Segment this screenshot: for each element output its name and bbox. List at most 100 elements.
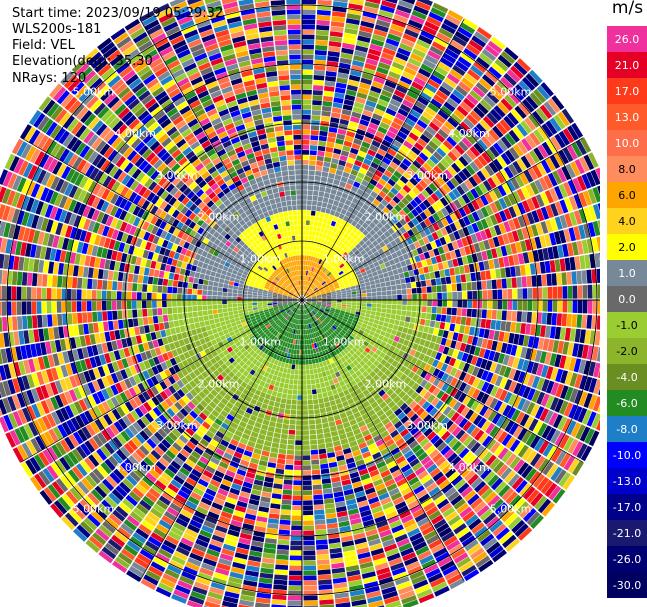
range-gate [554,201,564,215]
range-gate [396,179,406,188]
range-gate [307,288,312,293]
range-gate [437,246,445,255]
range-gate [521,399,531,413]
range-gate [463,435,474,447]
range-gate [506,179,516,192]
range-gate [344,282,350,286]
range-gate [564,213,573,228]
range-gate [339,181,347,188]
range-gate [439,172,450,183]
range-gate [409,276,416,283]
range-gate [442,140,454,151]
range-gate [364,63,377,71]
range-gate [362,222,369,229]
range-gate [324,286,330,290]
range-gate [445,385,454,395]
range-gate [354,267,360,273]
range-gate [437,61,451,73]
range-gate [341,304,347,307]
range-gate [435,352,443,361]
range-gate [320,382,326,388]
range-gate [470,477,483,489]
range-gate [492,549,507,563]
range-gate [391,375,400,384]
range-gate [581,173,592,189]
range-gate [308,409,314,415]
range-gate [524,117,537,131]
range-gate [453,230,461,240]
range-gate [334,330,339,335]
range-gate [344,199,352,206]
range-gate [319,212,325,218]
range-gate [425,445,436,455]
range-gate [422,176,432,186]
range-gate [517,253,525,265]
range-gate [312,300,317,302]
range-gate [350,310,356,314]
range-gate [430,434,440,445]
range-gate [378,273,384,279]
range-gate [423,355,430,363]
range-gate [320,115,330,122]
range-gate [382,300,387,304]
range-gate [465,317,472,326]
range-gate [354,344,361,350]
range-gate [318,270,323,276]
range-gate [305,293,310,297]
range-gate [527,336,535,348]
range-gate [527,167,538,181]
range-gate [306,369,310,375]
range-gate [462,420,473,432]
range-gate [477,484,490,497]
range-gate [327,56,340,62]
range-gate [358,256,365,262]
range-gate [361,162,370,171]
range-gate [455,444,466,455]
range-gate [270,503,281,510]
range-gate [583,360,591,375]
range-gate [433,438,444,449]
range-gate [334,245,340,252]
range-gate [281,372,287,379]
range-gate [432,377,441,387]
range-gate [462,334,469,344]
range-gate [307,344,310,350]
range-gate [418,202,427,211]
range-gate [324,0,332,1]
range-gate [324,256,329,262]
range-gate [321,222,327,229]
range-gate [387,235,394,243]
range-gate [358,219,365,226]
range-gate [367,95,379,103]
range-gate [467,213,476,224]
range-gate [312,479,322,485]
range-gate [434,270,441,279]
range-gate [340,322,346,327]
range-gate [336,293,342,297]
range-gate [489,214,498,226]
range-gate [394,408,403,417]
range-gate [310,374,315,380]
range-gate [316,201,323,207]
range-gate [412,160,422,169]
range-gate [350,69,362,77]
range-gate [458,382,467,392]
range-gate [510,266,516,277]
range-gate [283,479,293,485]
range-gate [391,383,399,392]
range-gate [577,407,588,423]
range-gate [304,334,307,340]
range-gate [376,291,382,296]
range-gate [307,190,313,196]
range-gate [284,469,294,475]
range-gate [411,444,422,454]
range-gate [583,223,591,238]
range-gate [276,549,289,555]
range-gate [303,600,318,606]
range-gate [359,25,374,34]
range-gate [333,271,339,277]
range-gate [418,34,433,45]
range-gate [510,65,524,79]
range-gate [574,374,583,389]
range-gate [379,351,386,359]
